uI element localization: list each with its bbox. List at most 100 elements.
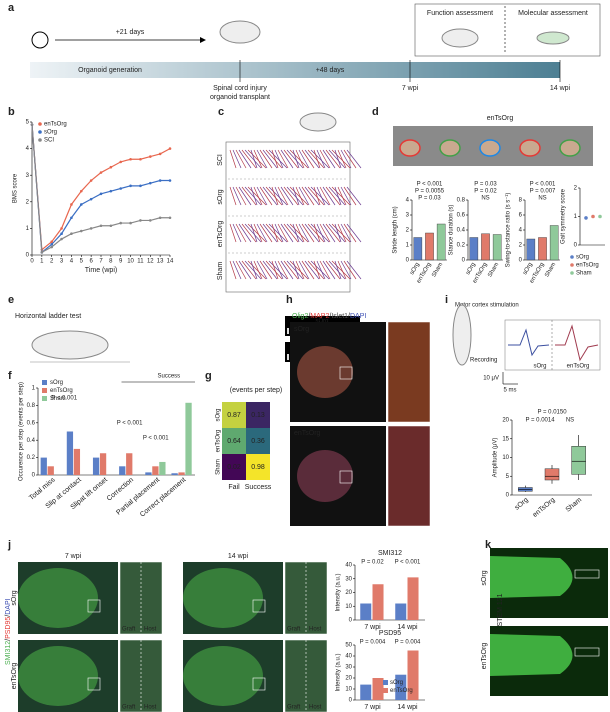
- graft: [18, 646, 98, 706]
- stick: [268, 223, 288, 243]
- stick: [283, 223, 299, 243]
- stain-name: DAPI: [5, 598, 12, 614]
- stick: [322, 186, 336, 206]
- stick: [268, 260, 288, 280]
- legend-marker: [42, 388, 47, 393]
- stick: [235, 223, 247, 243]
- annotation: P < 0.001: [117, 421, 143, 427]
- y-tick-label: 10: [502, 455, 509, 461]
- stick: [304, 223, 320, 243]
- stain-name: Islet1: [331, 313, 348, 320]
- annotation: P < 0.001: [395, 560, 421, 566]
- stick: [343, 223, 357, 243]
- stick: [265, 260, 283, 280]
- point: [99, 171, 103, 174]
- legend-marker: [570, 255, 574, 259]
- paw: [479, 139, 501, 157]
- panel-letter: a: [8, 2, 15, 14]
- stick: [346, 149, 362, 169]
- point: [89, 197, 93, 201]
- stick: [280, 186, 294, 206]
- stick: [322, 149, 336, 169]
- y-tick-label: 1: [26, 226, 30, 232]
- point: [148, 219, 152, 222]
- stick: [265, 149, 283, 169]
- point: [148, 155, 152, 158]
- arrow-head: [200, 37, 206, 43]
- stick: [292, 260, 300, 280]
- point: [129, 157, 132, 161]
- stick: [244, 149, 262, 169]
- x-tick-label: 5: [80, 259, 84, 265]
- inset-box: [574, 647, 600, 657]
- stick: [343, 186, 357, 206]
- stick: [304, 149, 320, 169]
- point: [89, 227, 93, 230]
- stick: [271, 149, 279, 169]
- annotation: P = 0.004: [395, 640, 421, 646]
- stick: [271, 260, 279, 280]
- stick: [274, 149, 284, 169]
- x-tick-label: 7 wpi: [364, 624, 381, 631]
- inset-label: Graft: [287, 627, 301, 633]
- col-label: 14 wpi: [228, 553, 249, 560]
- legend-marker: [42, 396, 47, 401]
- stick: [289, 260, 309, 280]
- y-tick-label: 0: [26, 253, 30, 259]
- stick: [274, 186, 284, 206]
- col-label: Fail: [228, 484, 240, 491]
- bar: [436, 223, 446, 261]
- stick: [238, 260, 252, 280]
- stick: [301, 186, 315, 206]
- stick: [253, 149, 263, 169]
- legend-marker: [383, 680, 388, 685]
- bar: [526, 238, 536, 261]
- annotation: P = 0.0055: [415, 189, 445, 195]
- y-tick-label: 0: [349, 698, 353, 704]
- stick: [295, 223, 305, 243]
- stick: [346, 260, 362, 280]
- row-label: enTsOrg: [217, 221, 224, 248]
- rung: [287, 354, 289, 360]
- stick: [301, 149, 315, 169]
- point: [158, 179, 162, 182]
- stick: [247, 260, 267, 280]
- y-tick-label: 0: [519, 258, 523, 264]
- bar: [145, 472, 152, 475]
- annotation: P = 0.03: [474, 182, 497, 188]
- stick: [262, 223, 278, 243]
- point: [109, 189, 113, 193]
- cell-label: 0.87: [227, 412, 241, 419]
- stick: [319, 223, 331, 243]
- y-tick-label: 0.4: [27, 438, 36, 444]
- legend-marker: [570, 263, 574, 267]
- point: [30, 123, 34, 126]
- legend-marker: [38, 130, 42, 134]
- y-tick-label: 2: [574, 186, 578, 192]
- panel-letter: d: [372, 106, 379, 118]
- chart-title: PSD95: [379, 630, 401, 637]
- annotation: P < 0.001: [143, 436, 169, 442]
- stick: [346, 223, 362, 243]
- y-tick-label: 15: [502, 436, 509, 442]
- stick: [310, 223, 330, 243]
- stick: [319, 149, 331, 169]
- y-tick-label: 1: [32, 386, 36, 392]
- stick: [310, 186, 330, 206]
- inset-label: Host: [309, 705, 322, 711]
- stick: [316, 260, 326, 280]
- stick: [289, 223, 309, 243]
- y-tick-label: 0.8: [27, 403, 36, 409]
- label: Function assessment: [427, 10, 493, 17]
- y-tick-label: 4: [26, 146, 30, 152]
- stick: [274, 260, 284, 280]
- panel-letter: e: [8, 294, 14, 306]
- chart-title: (events per step): [230, 387, 283, 394]
- stain-label: STEM 121: [497, 593, 504, 626]
- stick: [304, 186, 320, 206]
- point: [60, 227, 63, 230]
- y-tick-label: 0.2: [457, 243, 466, 249]
- row-label: sOrg: [11, 590, 18, 605]
- stick: [304, 260, 320, 280]
